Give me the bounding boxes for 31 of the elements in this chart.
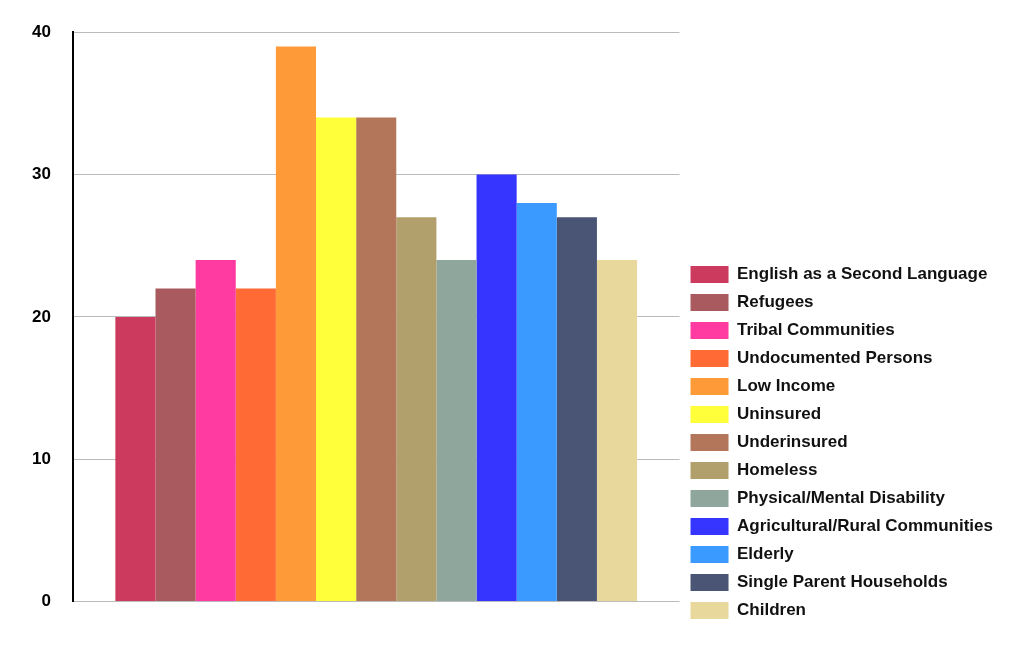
bar bbox=[356, 117, 397, 602]
bar bbox=[516, 203, 557, 602]
bar bbox=[596, 259, 638, 602]
y-tick-label: 0 bbox=[41, 591, 51, 611]
bar bbox=[396, 217, 437, 602]
y-tick-label: 30 bbox=[31, 164, 51, 184]
legend-label: English as a Second Language bbox=[737, 264, 988, 284]
y-tick-label: 10 bbox=[31, 448, 51, 468]
bar bbox=[155, 288, 196, 602]
bar bbox=[476, 174, 517, 602]
bar bbox=[115, 316, 156, 602]
legend-label: Physical/Mental Disability bbox=[737, 488, 946, 508]
bar bbox=[195, 259, 236, 602]
legend-label: Homeless bbox=[737, 460, 818, 480]
legend-label: Elderly bbox=[737, 544, 795, 564]
bar bbox=[556, 217, 597, 602]
legend-label: Uninsured bbox=[737, 404, 822, 424]
legend-label: Underinsured bbox=[737, 432, 848, 452]
bar bbox=[235, 288, 276, 602]
bar bbox=[436, 259, 477, 602]
y-tick-label: 40 bbox=[31, 21, 51, 41]
legend-label: Single Parent Households bbox=[737, 572, 948, 592]
legend-label: Tribal Communities bbox=[737, 320, 895, 340]
y-tick-label: 20 bbox=[31, 306, 51, 326]
legend-label: Undocumented Persons bbox=[737, 348, 933, 368]
legend-label: Agricultural/Rural Communities bbox=[737, 516, 993, 536]
legend-label: Low Income bbox=[737, 376, 836, 396]
legend-label: Children bbox=[737, 600, 806, 620]
bar bbox=[316, 117, 357, 602]
bar bbox=[275, 46, 317, 602]
legend-label: Refugees bbox=[737, 292, 814, 312]
